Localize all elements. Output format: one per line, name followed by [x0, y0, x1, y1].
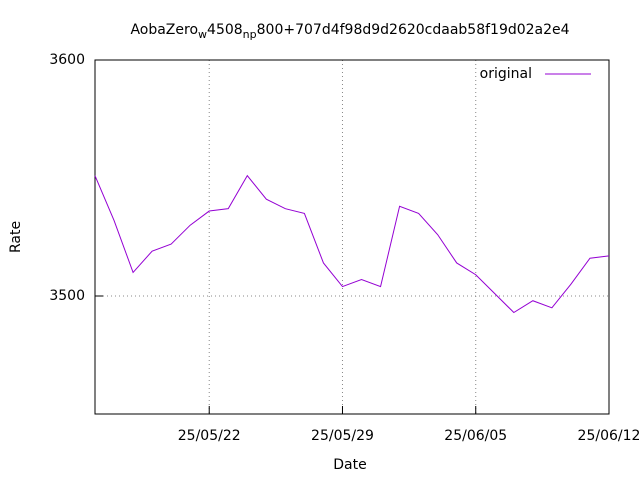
x-tick-label: 25/06/05 — [444, 428, 507, 444]
x-axis-label: Date — [333, 457, 366, 473]
y-tick-label: 3600 — [49, 52, 85, 68]
y-axis-label: Rate — [8, 221, 24, 253]
x-tick-label: 25/05/29 — [311, 428, 374, 444]
x-tick-label: 25/06/12 — [578, 428, 640, 444]
plot-border — [94, 59, 610, 415]
y-tick-label: 3500 — [49, 288, 85, 304]
data-line — [94, 174, 610, 314]
x-tick-label: 25/05/22 — [178, 428, 241, 444]
chart-title: AobaZerow4508np800+707d4f98d9d2620cdaab5… — [130, 22, 569, 41]
legend-label: original — [480, 66, 532, 82]
